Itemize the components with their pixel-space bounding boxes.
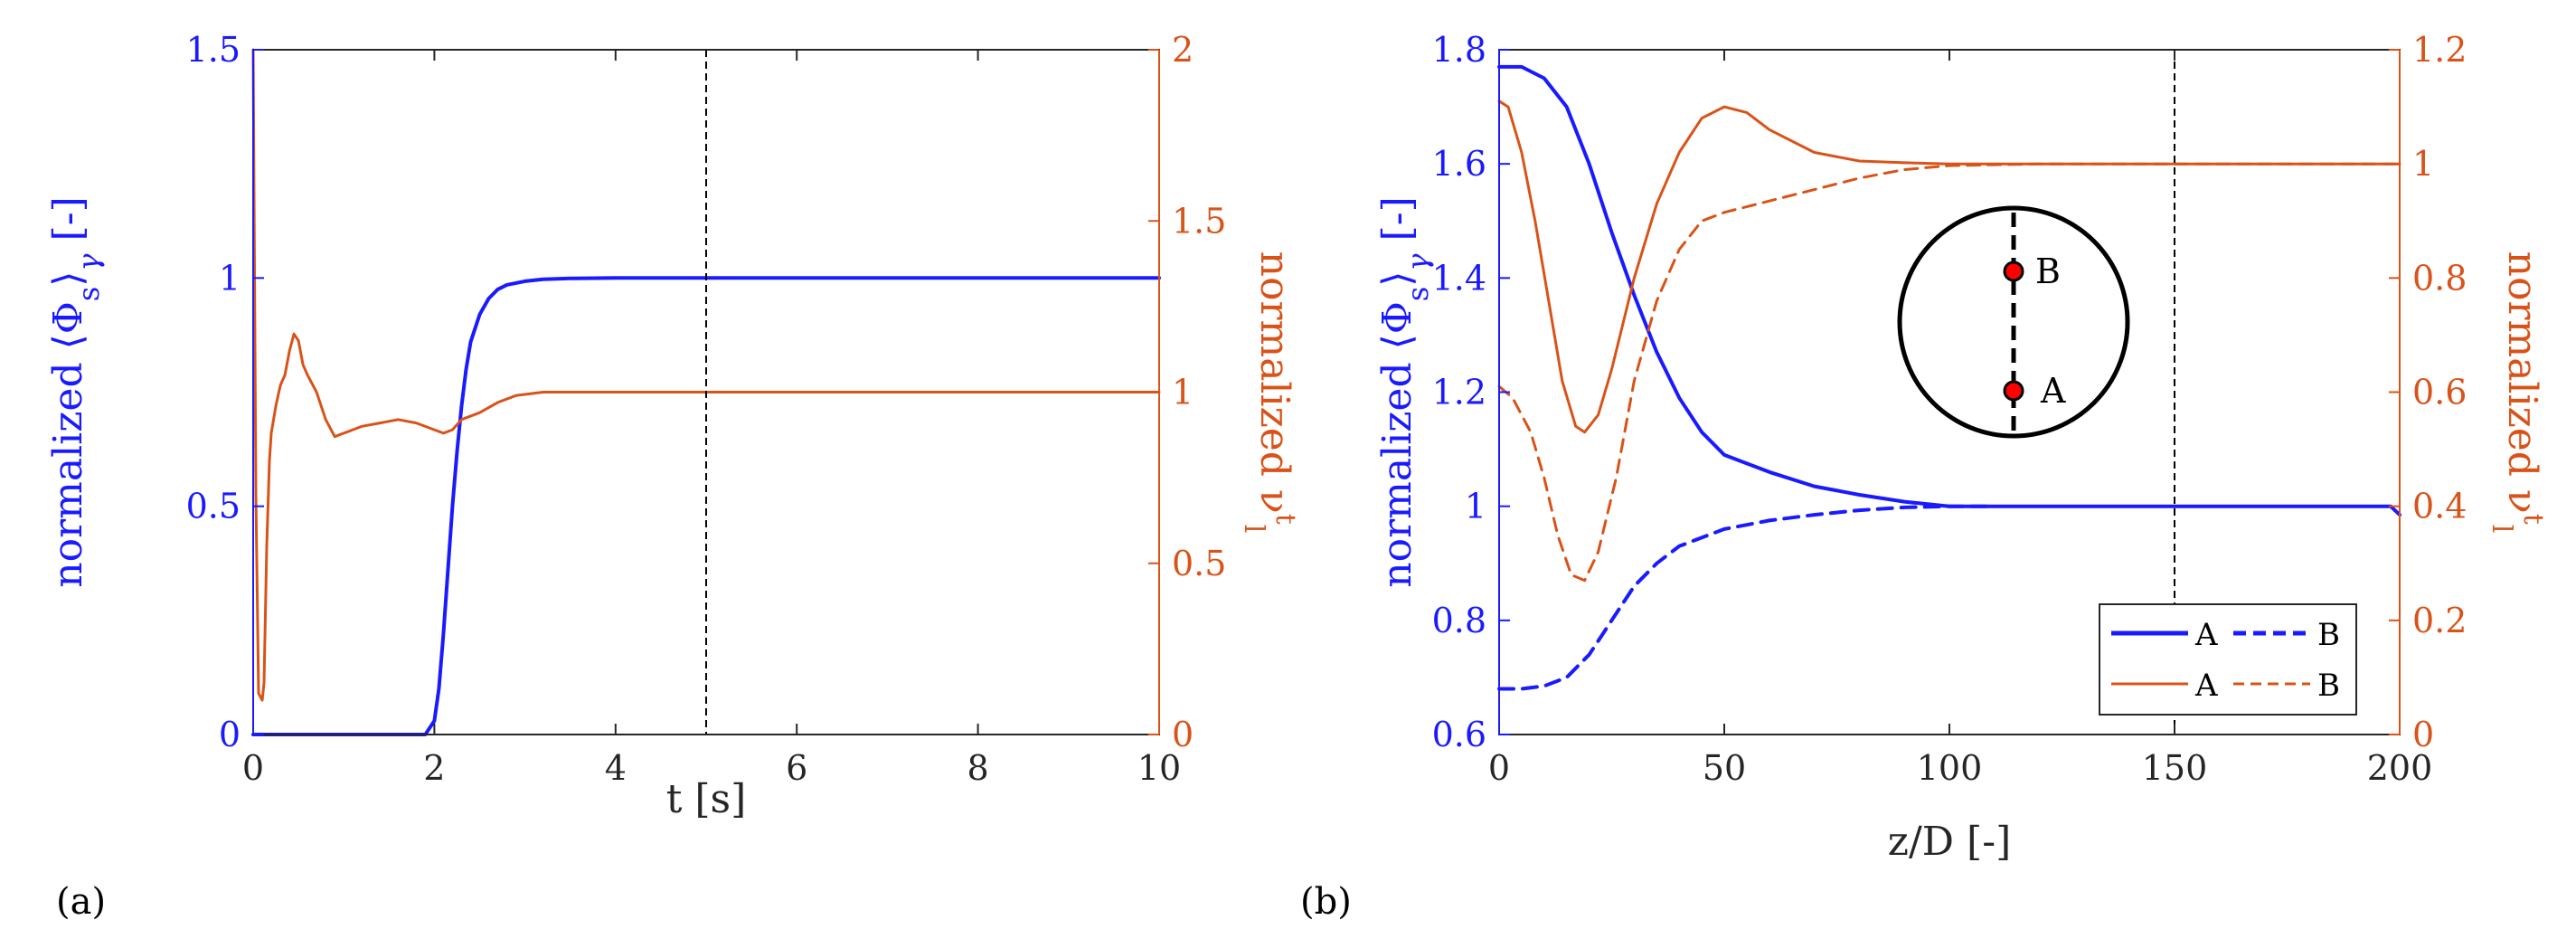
point-a-label: A [2040, 371, 2066, 411]
legend-orange-a-label: A [2194, 668, 2218, 704]
series-orange-solid-line [1497, 100, 2401, 434]
x-tick-label: 2 [423, 748, 445, 788]
panel-b-left-y-axis: 0.6 0.8 1 1.2 1.4 1.6 1.8 [1432, 30, 1510, 754]
legend-blue-b-label: B [2317, 617, 2340, 653]
x-tick-label: 50 [1703, 748, 1746, 788]
right-y-tick-label: 0.6 [2412, 373, 2467, 412]
series-blue-solid-line [1497, 64, 2401, 517]
x-tick-label: 100 [1917, 748, 1983, 788]
legend-orange-b-label: B [2317, 668, 2340, 704]
x-tick-label: 6 [786, 748, 807, 788]
left-y-tick-label: 0 [219, 715, 241, 754]
legend-box [2099, 603, 2357, 716]
x-tick-label: 150 [2142, 748, 2208, 788]
right-y-tick-label: 0.4 [2412, 487, 2467, 526]
left-y-tick-label: 0.8 [1432, 601, 1486, 640]
panel-a-label: (a) [56, 881, 106, 923]
series-orange-dashed-line [1497, 162, 2401, 583]
panel-a-chart: 0 2 4 6 8 10 0 0.5 1 1.5 0 0.5 1 1.5 2 t [s] normali… [45, 30, 1302, 923]
panel-a-right-y-axis: 0 0.5 1 1.5 2 [1148, 30, 1226, 754]
pipe-cross-section-inset: B A [1897, 205, 2130, 439]
panel-b-label: (b) [1300, 881, 1352, 923]
left-y-tick-label: 1.6 [1432, 144, 1486, 184]
panel-b-x-axis: 0 50 100 150 200 [1488, 50, 2432, 788]
panel-a-left-y-axis-label: normalized ⟨Φs⟩γ [-] [45, 196, 106, 587]
right-y-tick-label: 1 [2412, 144, 2434, 184]
pipe-circle [1897, 205, 2130, 439]
right-y-tick-label: 1.5 [1172, 201, 1226, 241]
x-tick-label: 8 [967, 748, 989, 788]
left-y-tick-label: 1.8 [1432, 30, 1486, 70]
x-tick-label: 4 [605, 748, 627, 788]
point-a-marker [2003, 380, 2024, 402]
x-tick-label: 200 [2367, 748, 2433, 788]
right-y-tick-label: 0.8 [2412, 258, 2467, 298]
point-b-label: B [2035, 251, 2061, 291]
panel-b-left-y-axis-label: normalized ⟨Φs⟩γ [-] [1374, 196, 1435, 587]
series-blue-dashed-line [1497, 504, 1996, 691]
panel-b-series-group [1497, 64, 2401, 691]
x-tick-label: 0 [242, 748, 264, 788]
panel-a-x-axis: 0 2 4 6 8 10 [242, 50, 1181, 788]
x-tick-label: 10 [1137, 748, 1181, 788]
series-orange-solid-line [251, 48, 1161, 702]
right-y-tick-label: 1.2 [2412, 30, 2467, 70]
left-y-tick-label: 1.5 [186, 30, 241, 70]
right-y-tick-label: 2 [1172, 30, 1194, 70]
left-y-tick-label: 0.5 [186, 487, 241, 526]
left-y-tick-label: 1.2 [1432, 373, 1486, 412]
legend: A B A B [2099, 603, 2357, 716]
panel-b-right-y-axis: 0 0.2 0.4 0.6 0.8 1 1.2 [2389, 30, 2467, 754]
point-b-marker [2003, 261, 2024, 282]
series-blue-solid-line [251, 276, 1161, 736]
panel-a-right-y-axis-label: normalized νtl [1239, 251, 1302, 534]
right-y-tick-label: 0.5 [1172, 544, 1226, 583]
left-y-tick-label: 1 [219, 258, 241, 298]
right-y-tick-label: 0.2 [2412, 601, 2467, 640]
right-y-tick-label: 0 [2412, 715, 2434, 754]
panel-b-right-y-axis-label: normalized νtl [2486, 251, 2550, 534]
left-y-tick-label: 1 [1465, 487, 1486, 526]
panel-a-left-y-axis: 0 0.5 1 1.5 [186, 30, 264, 754]
panel-b-x-axis-label: z/D [-] [1888, 819, 2011, 865]
x-tick-label: 0 [1488, 748, 1510, 788]
right-y-tick-label: 1 [1172, 373, 1194, 412]
right-y-tick-label: 0 [1172, 715, 1194, 754]
left-y-tick-label: 0.6 [1432, 715, 1486, 754]
panel-b-chart: 0 50 100 150 200 0.6 0.8 1 1.2 1.4 1.6 1.8 0 0.2 0.4… [1300, 30, 2550, 923]
legend-blue-a-label: A [2194, 617, 2218, 653]
panel-a-x-axis-label: t [s] [666, 776, 747, 822]
left-y-tick-label: 1.4 [1432, 258, 1486, 298]
panel-a-series-group [251, 48, 1161, 736]
